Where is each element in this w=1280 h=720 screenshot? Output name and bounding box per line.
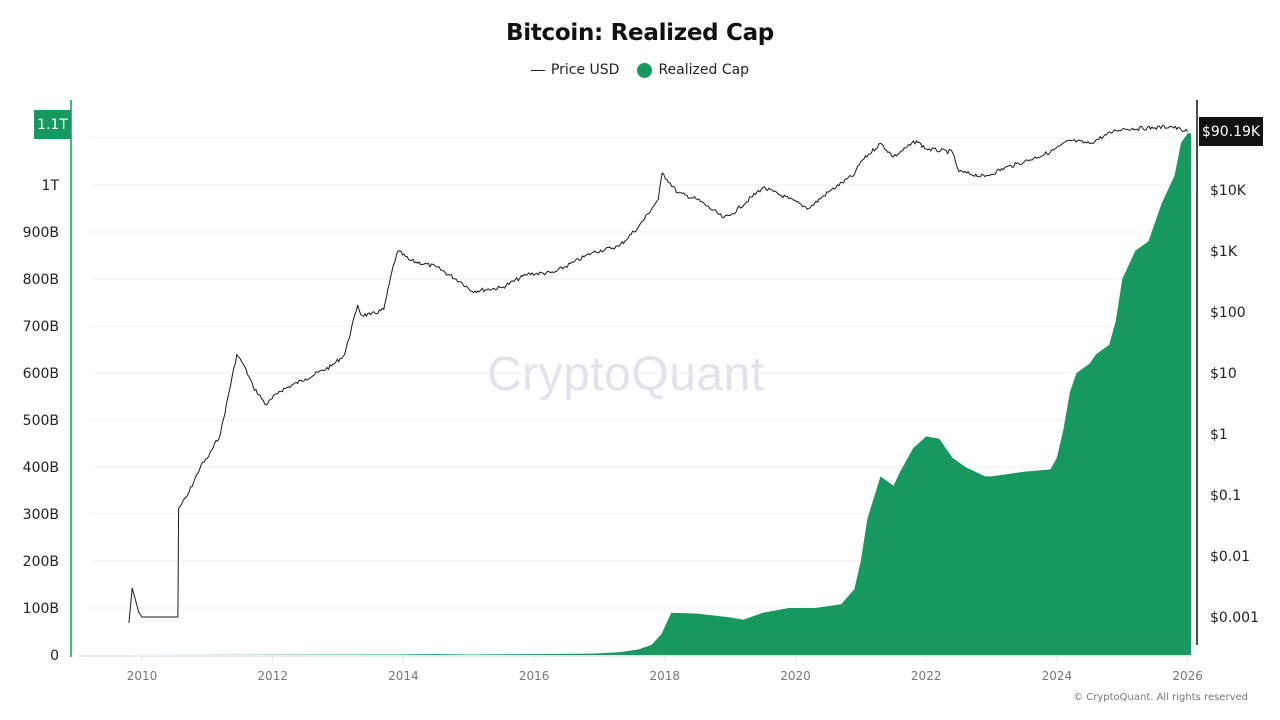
- left-tick-label: 1T: [42, 178, 60, 194]
- x-tick-label: 2018: [650, 669, 681, 683]
- x-tick-label: 2026: [1172, 669, 1203, 683]
- x-tick-label: 2012: [257, 669, 288, 683]
- dot-swatch-icon: [637, 62, 653, 78]
- x-tick-label: 2020: [780, 669, 811, 683]
- right-tick-label: $1K: [1210, 244, 1238, 260]
- chart-title: Bitcoin: Realized Cap: [506, 20, 774, 46]
- right-tick-label: $1: [1210, 427, 1228, 443]
- legend-label-realized-cap: Realized Cap: [658, 62, 750, 78]
- gridlines: [90, 137, 1191, 609]
- left-tick-label: 100B: [23, 601, 59, 617]
- right-tick-label: $0.001: [1210, 610, 1259, 626]
- left-tick-label: 0: [50, 648, 59, 664]
- legend-item-price[interactable]: Price USD: [530, 62, 620, 78]
- left-tick-label: 300B: [23, 507, 59, 523]
- price-line: [128, 124, 1189, 623]
- left-axis-ticks: 0 100B 200B 300B 400B 500B 600B 700B 800B 900B 1T: [23, 178, 60, 664]
- left-tick-label: 600B: [23, 366, 59, 382]
- left-tick-label: 400B: [23, 460, 59, 476]
- left-tick-label: 900B: [23, 225, 59, 241]
- left-tick-label: 200B: [23, 554, 59, 570]
- left-tick-label: 800B: [23, 272, 59, 288]
- current-realized-cap-badge: 1.1T: [34, 110, 71, 139]
- watermark: CryptoQuant: [487, 348, 765, 401]
- right-tick-label: $10: [1210, 366, 1237, 382]
- realized-cap-area: [128, 133, 1191, 656]
- current-price-badge: $90.19K: [1199, 117, 1263, 146]
- left-tick-label: 700B: [23, 319, 59, 335]
- right-tick-label: $100: [1210, 305, 1246, 321]
- x-tick-label: 2016: [519, 669, 550, 683]
- x-tick-label: 2010: [127, 669, 158, 683]
- right-axis-ticks: $0.001 $0.01 $0.1 $1 $10 $100 $1K $10K: [1210, 183, 1259, 626]
- x-axis-ticks: 2010 2012 2014 2016 2018 2020 2022 2024 2026: [127, 656, 1203, 683]
- legend-item-realized-cap[interactable]: Realized Cap: [637, 62, 749, 78]
- right-tick-label: $0.01: [1210, 549, 1250, 565]
- legend: Price USD Realized Cap: [0, 62, 1280, 78]
- copyright-notice: © CryptoQuant. All rights reserved: [1073, 692, 1248, 703]
- x-tick-label: 2014: [388, 669, 419, 683]
- line-swatch-icon: [530, 69, 545, 71]
- x-tick-label: 2024: [1042, 669, 1073, 683]
- right-tick-label: $10K: [1210, 183, 1247, 199]
- left-tick-label: 500B: [23, 413, 59, 429]
- x-tick-label: 2022: [911, 669, 942, 683]
- right-tick-label: $0.1: [1210, 488, 1241, 504]
- legend-label-price: Price USD: [550, 62, 620, 78]
